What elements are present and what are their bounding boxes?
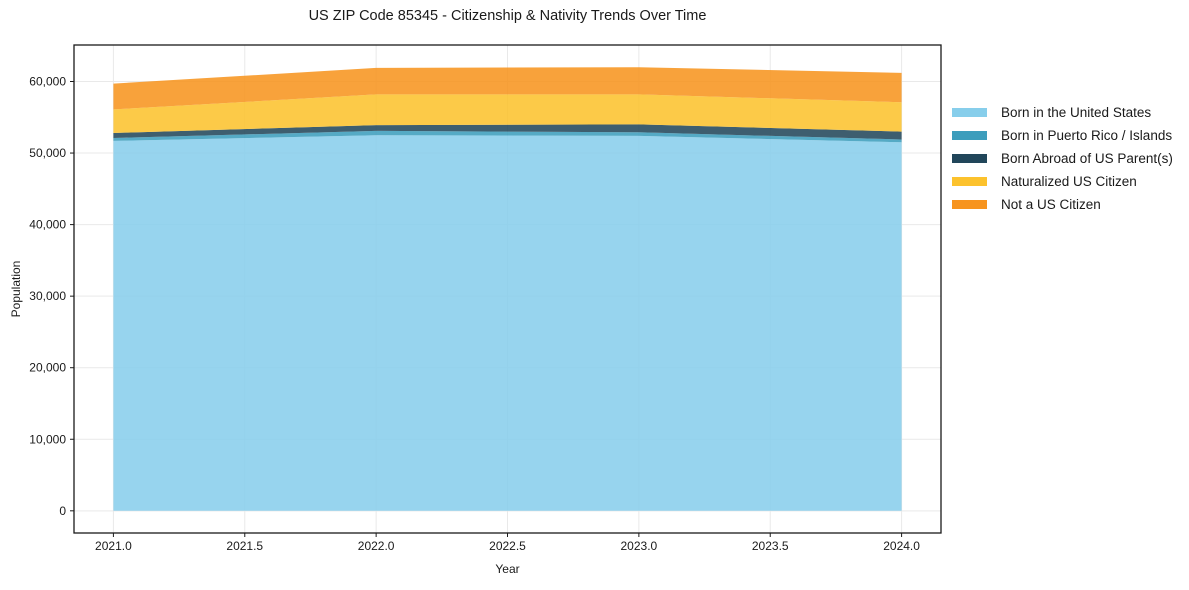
legend-swatch-icon xyxy=(952,200,987,209)
legend-item: Naturalized US Citizen xyxy=(952,170,1173,193)
y-tick-label: 0 xyxy=(59,504,66,518)
legend-item: Born Abroad of US Parent(s) xyxy=(952,147,1173,170)
legend-swatch-icon xyxy=(952,108,987,117)
legend-swatch-icon xyxy=(952,177,987,186)
x-tick-label: 2023.5 xyxy=(752,539,789,553)
legend-label: Born in the United States xyxy=(1001,105,1152,120)
legend-swatch-icon xyxy=(952,154,987,163)
legend-item: Not a US Citizen xyxy=(952,193,1173,216)
area-series-0 xyxy=(113,135,902,511)
y-tick-label: 20,000 xyxy=(29,361,66,375)
legend-label: Born in Puerto Rico / Islands xyxy=(1001,128,1173,143)
legend-item: Born in Puerto Rico / Islands xyxy=(952,124,1173,147)
legend: Born in the United States Born in Puerto… xyxy=(952,101,1173,216)
y-axis-label: Population xyxy=(9,260,23,318)
x-axis-label: Year xyxy=(495,562,520,576)
x-tick-label: 2023.0 xyxy=(621,539,658,553)
x-tick-label: 2022.5 xyxy=(489,539,526,553)
area-series-3 xyxy=(113,94,902,133)
legend-label: Born Abroad of US Parent(s) xyxy=(1001,151,1173,166)
chart-title: US ZIP Code 85345 - Citizenship & Nativi… xyxy=(308,8,707,24)
legend-item: Born in the United States xyxy=(952,101,1173,124)
area-series-1 xyxy=(113,130,902,143)
legend-swatch-icon xyxy=(952,131,987,140)
y-tick-label: 40,000 xyxy=(29,218,66,232)
x-tick-label: 2024.0 xyxy=(883,539,920,553)
x-tick-label: 2021.0 xyxy=(95,539,132,553)
legend-label: Naturalized US Citizen xyxy=(1001,174,1137,189)
x-tick-label: 2021.5 xyxy=(226,539,263,553)
y-tick-label: 50,000 xyxy=(29,146,66,160)
area-series-2 xyxy=(113,124,902,140)
legend-label: Not a US Citizen xyxy=(1001,197,1101,212)
x-tick-label: 2022.0 xyxy=(358,539,395,553)
y-tick-label: 10,000 xyxy=(29,432,66,446)
y-tick-label: 60,000 xyxy=(29,74,66,88)
y-tick-label: 30,000 xyxy=(29,289,66,303)
area-series-4 xyxy=(113,67,902,110)
